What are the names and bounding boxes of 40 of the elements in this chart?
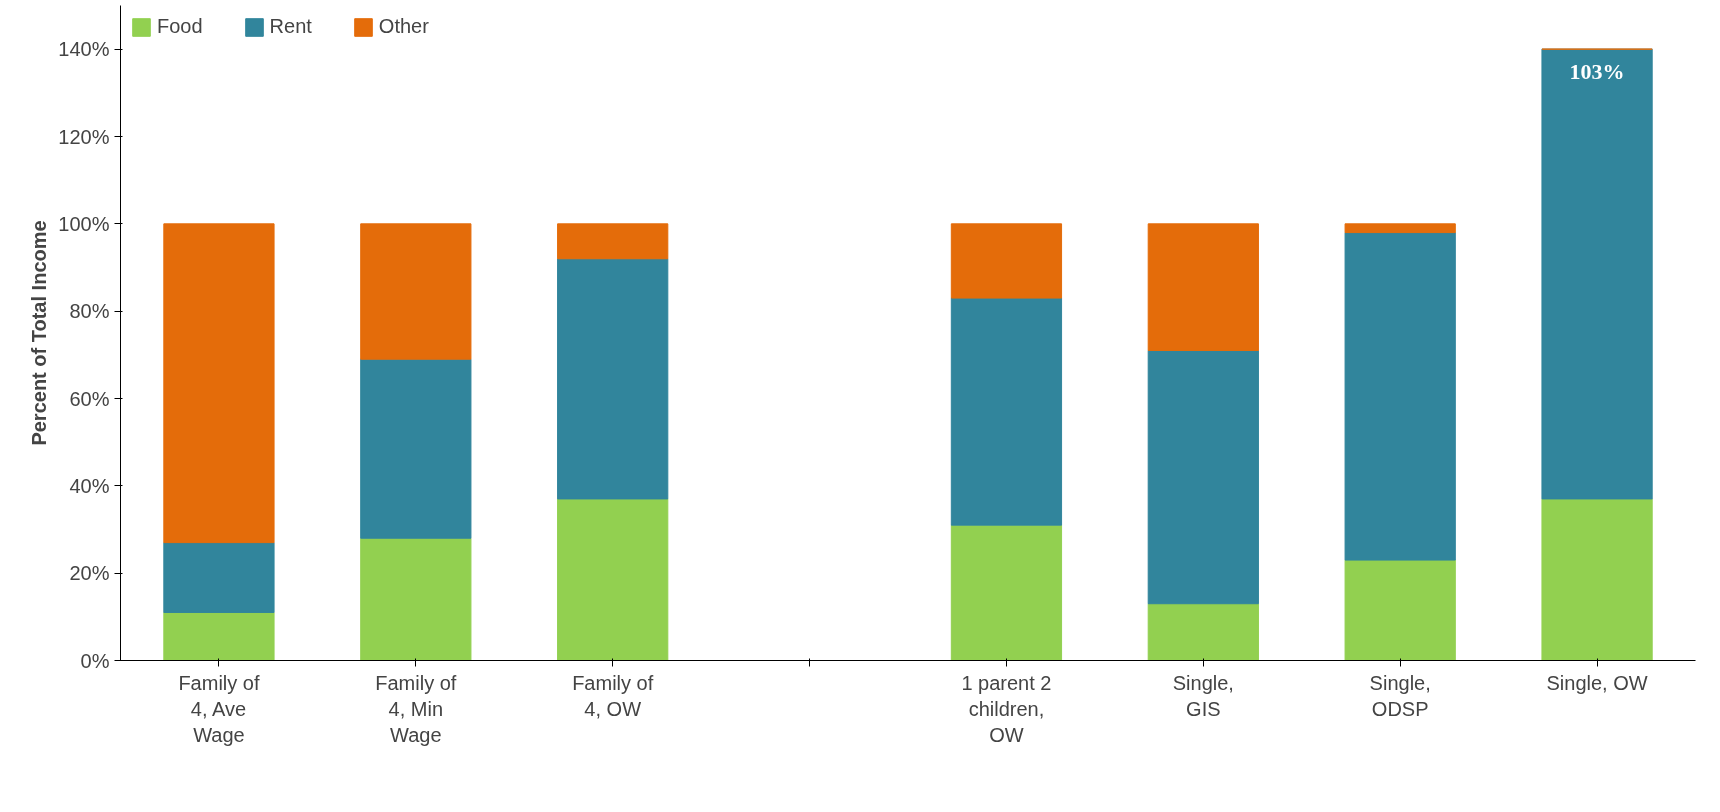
legend-label: Food (157, 15, 203, 38)
y-tick-label: 80% (69, 300, 110, 323)
x-tick-label: Family of 4, Min Wage (375, 671, 457, 747)
bar (163, 223, 275, 544)
x-tick-label: Family of 4, OW (572, 671, 654, 720)
bar (1541, 498, 1653, 661)
bar (1344, 559, 1456, 661)
y-tick-label: 120% (58, 125, 110, 148)
bar (1147, 223, 1259, 351)
x-tick-label: 1 parent 2 children, OW (961, 671, 1052, 747)
bar (1344, 232, 1456, 561)
bar (360, 223, 472, 360)
bar (1147, 349, 1259, 605)
data-label: 103% (1569, 59, 1625, 85)
y-axis-title: Percent of Total Income (28, 220, 51, 446)
x-tick-label: Family of 4, Ave Wage (178, 671, 260, 747)
y-tick-label: 100% (58, 212, 110, 235)
legend-label: Other (378, 15, 429, 38)
bar (360, 358, 472, 539)
legend-label: Rent (269, 15, 312, 38)
bar (557, 258, 669, 500)
x-tick-label: Single, OW (1546, 671, 1648, 694)
bar (163, 611, 275, 661)
bar (360, 537, 472, 661)
bar (1541, 48, 1653, 500)
bar (950, 524, 1063, 661)
y-tick-label: 60% (69, 387, 110, 410)
y-tick-label: 0% (80, 649, 110, 672)
bar (1147, 603, 1259, 661)
y-tick-label: 40% (69, 474, 110, 497)
bar (557, 223, 669, 260)
bar (1344, 223, 1456, 234)
x-tick-label: Single, ODSP (1369, 671, 1431, 720)
y-tick-label: 140% (58, 38, 110, 61)
y-tick-label: 20% (69, 562, 110, 585)
bar (557, 498, 669, 661)
x-tick-label: Single, GIS (1172, 671, 1234, 720)
bar (950, 297, 1063, 526)
bar (950, 223, 1063, 299)
bar (163, 542, 275, 613)
